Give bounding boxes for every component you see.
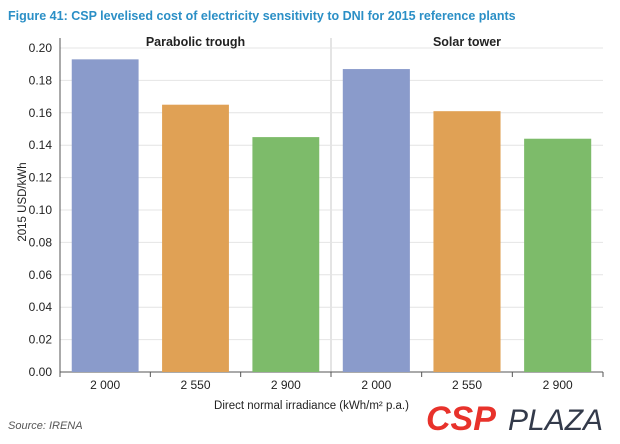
bar [71,59,139,373]
bar [252,137,320,372]
y-tick-label: 0.08 [29,235,53,249]
gridlines [60,38,603,372]
y-axis-title: 2015 USD/kWh [17,162,29,241]
figure-title: Figure 41: CSP levelised cost of electri… [8,9,516,23]
svg-text:CSP: CSP [426,400,496,438]
x-tick-label: 2 550 [452,378,482,392]
x-axis-title: Direct normal irradiance (kWh/m² p.a.) [214,400,409,412]
csp-plaza-logo: CSP PLAZA [426,400,603,438]
bar [433,111,501,373]
x-tick-label: 2 000 [361,378,391,392]
bars [71,59,592,373]
bar [524,138,592,372]
y-tick-label: 0.12 [29,171,53,185]
bar [162,104,229,372]
y-tick-label: 0.20 [29,41,53,55]
y-tick-label: 0.16 [29,106,53,120]
source-note: Source: IRENA [8,420,83,432]
y-tick-label: 0.06 [29,268,53,282]
axis-labels: 0.00 0.02 0.04 0.06 0.08 0.10 0.12 0.14 0.16 0.18… [17,35,573,412]
x-tick-label: 2 000 [90,378,120,392]
x-tick-label: 2 550 [180,378,210,392]
y-tick-label: 0.14 [29,138,53,152]
panel-title: Parabolic trough [146,35,245,49]
axes [59,38,604,377]
x-tick-label: 2 900 [271,378,301,392]
y-tick-label: 0.10 [29,203,53,217]
y-tick-label: 0.04 [29,300,53,314]
panel-title: Solar tower [433,35,501,49]
y-tick-label: 0.18 [29,73,53,87]
x-tick-label: 2 900 [543,378,573,392]
svg-text:PLAZA: PLAZA [508,404,603,437]
bar [342,69,410,372]
y-tick-label: 0.00 [29,365,53,379]
y-tick-label: 0.02 [29,333,53,347]
